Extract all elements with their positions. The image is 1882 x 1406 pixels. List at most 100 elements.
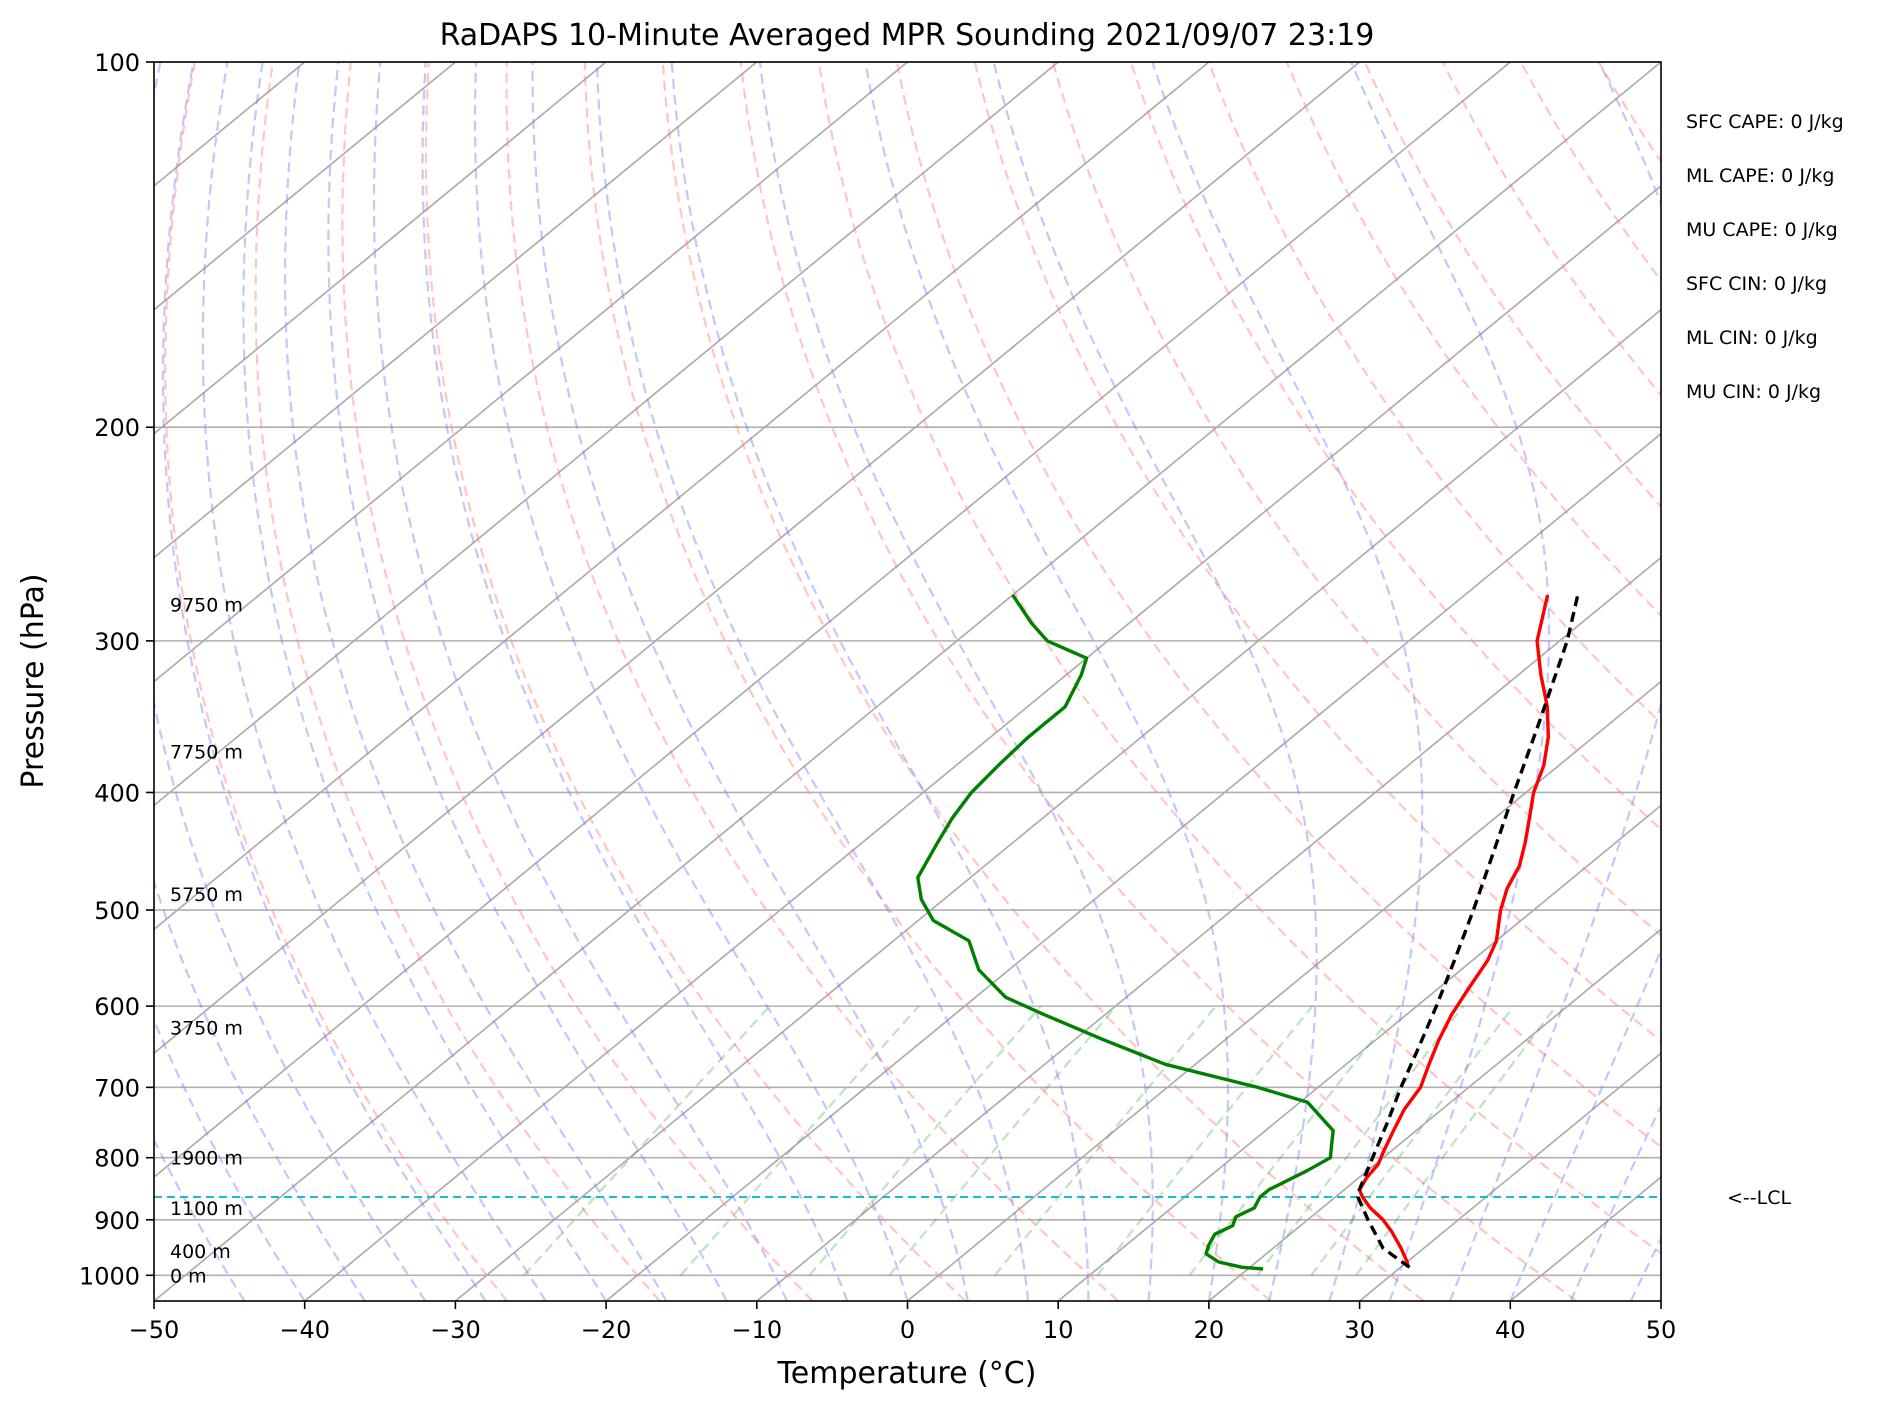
x-tick-label: 10 <box>1043 1316 1074 1344</box>
isotherm-line <box>154 62 1661 1301</box>
mixing-ratio-line <box>888 1005 1118 1276</box>
isotherm-line <box>906 680 1661 1301</box>
x-tick-label: 30 <box>1344 1316 1375 1344</box>
dry-adiabat-line <box>1755 62 1882 1301</box>
stability-index-text: SFC CIN: 0 J/kg <box>1686 273 1827 295</box>
moist-adiabat-line <box>864 62 1229 1301</box>
height-label: 0 m <box>170 1265 207 1287</box>
y-tick-label: 800 <box>94 1145 140 1173</box>
dry-adiabat-line <box>739 62 1578 1301</box>
moist-adiabat-line <box>154 1137 246 1301</box>
stability-index-text: ML CAPE: 0 J/kg <box>1686 165 1834 187</box>
stability-indices: SFC CAPE: 0 J/kg ML CAPE: 0 J/kg MU CAPE: … <box>1686 111 1844 403</box>
isotherm-line <box>756 556 1661 1301</box>
isotherm-line <box>1208 928 1661 1301</box>
dry-adiabat-line <box>1129 62 1661 831</box>
isotherm-line <box>454 308 1661 1301</box>
x-tick-label: −10 <box>731 1316 782 1344</box>
mixing-ratio-line <box>994 1005 1217 1276</box>
isotherm-line <box>154 62 1210 931</box>
dry-adiabat-line <box>1519 62 1661 283</box>
y-tick-label: 300 <box>94 628 140 656</box>
mixing-ratio-line <box>1096 1005 1314 1276</box>
moist-adiabat-line <box>758 62 1154 1301</box>
moist-adiabat-line <box>154 1017 306 1301</box>
dry-adiabat-line <box>341 62 814 1301</box>
mixing-ratio-line <box>808 1005 1042 1277</box>
dry-adiabat-line <box>164 62 508 1301</box>
dry-adiabat-line <box>1363 62 1661 509</box>
moist-adiabat-line <box>1629 1236 1661 1301</box>
height-label: 3750 m <box>170 1018 243 1040</box>
temperature-profile-line <box>1357 594 1550 1268</box>
moist-adiabat-line <box>154 62 427 1301</box>
dewpoint-profile-line <box>916 594 1335 1271</box>
y-tick-label: 500 <box>94 897 140 925</box>
x-tick-label: 50 <box>1646 1316 1677 1344</box>
mixing-ratio-line <box>1355 1005 1557 1276</box>
chart-title: RaDAPS 10-Minute Averaged MPR Sounding 2… <box>440 18 1375 53</box>
moist-adiabat-line <box>283 62 668 1301</box>
height-labels: 9750 m 7750 m 5750 m 3750 m 1900 m 1100 m 400 … <box>170 595 243 1288</box>
moist-adiabat-line <box>161 62 487 1301</box>
isotherm-line <box>154 62 1059 807</box>
moist-adiabat-line <box>473 62 909 1301</box>
x-tick-label: 40 <box>1495 1316 1526 1344</box>
dry-adiabat-line <box>1207 62 1661 725</box>
isotherm-line <box>154 62 1361 1055</box>
dry-adiabat-line <box>1833 62 1882 1301</box>
skewed-isotherms <box>154 62 1661 1301</box>
mixing-ratio-line <box>1256 1005 1465 1276</box>
moist-adiabat-line <box>201 62 547 1301</box>
dry-adiabat-line <box>505 62 1119 1301</box>
mixing-ratio-line <box>523 1005 771 1277</box>
moist-adiabat-line <box>595 62 1030 1301</box>
x-tick-label: 20 <box>1194 1316 1225 1344</box>
dry-adiabat-line <box>254 62 661 1301</box>
stability-index-text: SFC CAPE: 0 J/kg <box>1686 111 1844 133</box>
x-tick-label: −50 <box>129 1316 180 1344</box>
moist-adiabat-line <box>327 62 728 1301</box>
isotherm-line <box>154 62 456 311</box>
height-label: 7750 m <box>170 741 243 763</box>
parcel-profile-line <box>1356 594 1580 1269</box>
y-tick-label: 900 <box>94 1207 140 1235</box>
x-tick-label: −20 <box>581 1316 632 1344</box>
mixing-ratio-line <box>1188 1005 1401 1276</box>
x-axis-ticks: −50 −40 −30 −20 −10 0 10 20 30 40 50 <box>129 1301 1677 1344</box>
stability-index-text: MU CAPE: 0 J/kg <box>1686 219 1838 241</box>
isotherm-line <box>154 62 758 559</box>
height-label: 1900 m <box>170 1148 243 1170</box>
dry-adiabat-line <box>895 62 1661 1149</box>
y-tick-label: 600 <box>94 993 140 1021</box>
moist-adiabat-line <box>1448 62 1661 1301</box>
dry-adiabat-line <box>583 62 1272 1301</box>
isotherm-line <box>1057 804 1661 1301</box>
moist-adiabat-line <box>1349 62 1551 1301</box>
height-label: 400 m <box>170 1241 231 1263</box>
moist-adiabats <box>154 62 1661 1301</box>
y-tick-label: 400 <box>94 779 140 807</box>
moist-adiabat-line <box>1509 947 1661 1301</box>
moist-adiabat-line <box>1151 62 1424 1301</box>
isotherm-line <box>154 62 909 683</box>
moist-adiabat-line <box>670 62 1090 1301</box>
dry-adiabat-line <box>1441 62 1661 397</box>
dry-adiabat-line <box>973 62 1661 1043</box>
mixing-ratio-line <box>1310 1005 1515 1276</box>
pressure-gridlines <box>154 62 1661 1277</box>
y-tick-label: 200 <box>94 414 140 442</box>
moist-adiabat-line <box>421 62 849 1301</box>
moist-adiabat-line <box>372 62 788 1301</box>
mixing-ratio-lines <box>523 1005 1557 1277</box>
moist-adiabat-line <box>531 62 969 1301</box>
y-tick-label: 700 <box>94 1074 140 1102</box>
x-tick-label: −30 <box>430 1316 481 1344</box>
height-label: 9750 m <box>170 595 243 617</box>
dry-adiabat-line <box>1677 62 1882 1301</box>
stability-index-text: MU CIN: 0 J/kg <box>1686 381 1821 403</box>
isotherm-line <box>154 62 607 435</box>
x-tick-label: 0 <box>900 1316 915 1344</box>
height-label: 1100 m <box>170 1198 243 1220</box>
y-axis-ticks: 100 200 300 400 500 600 700 800 900 1000 <box>79 49 154 1290</box>
